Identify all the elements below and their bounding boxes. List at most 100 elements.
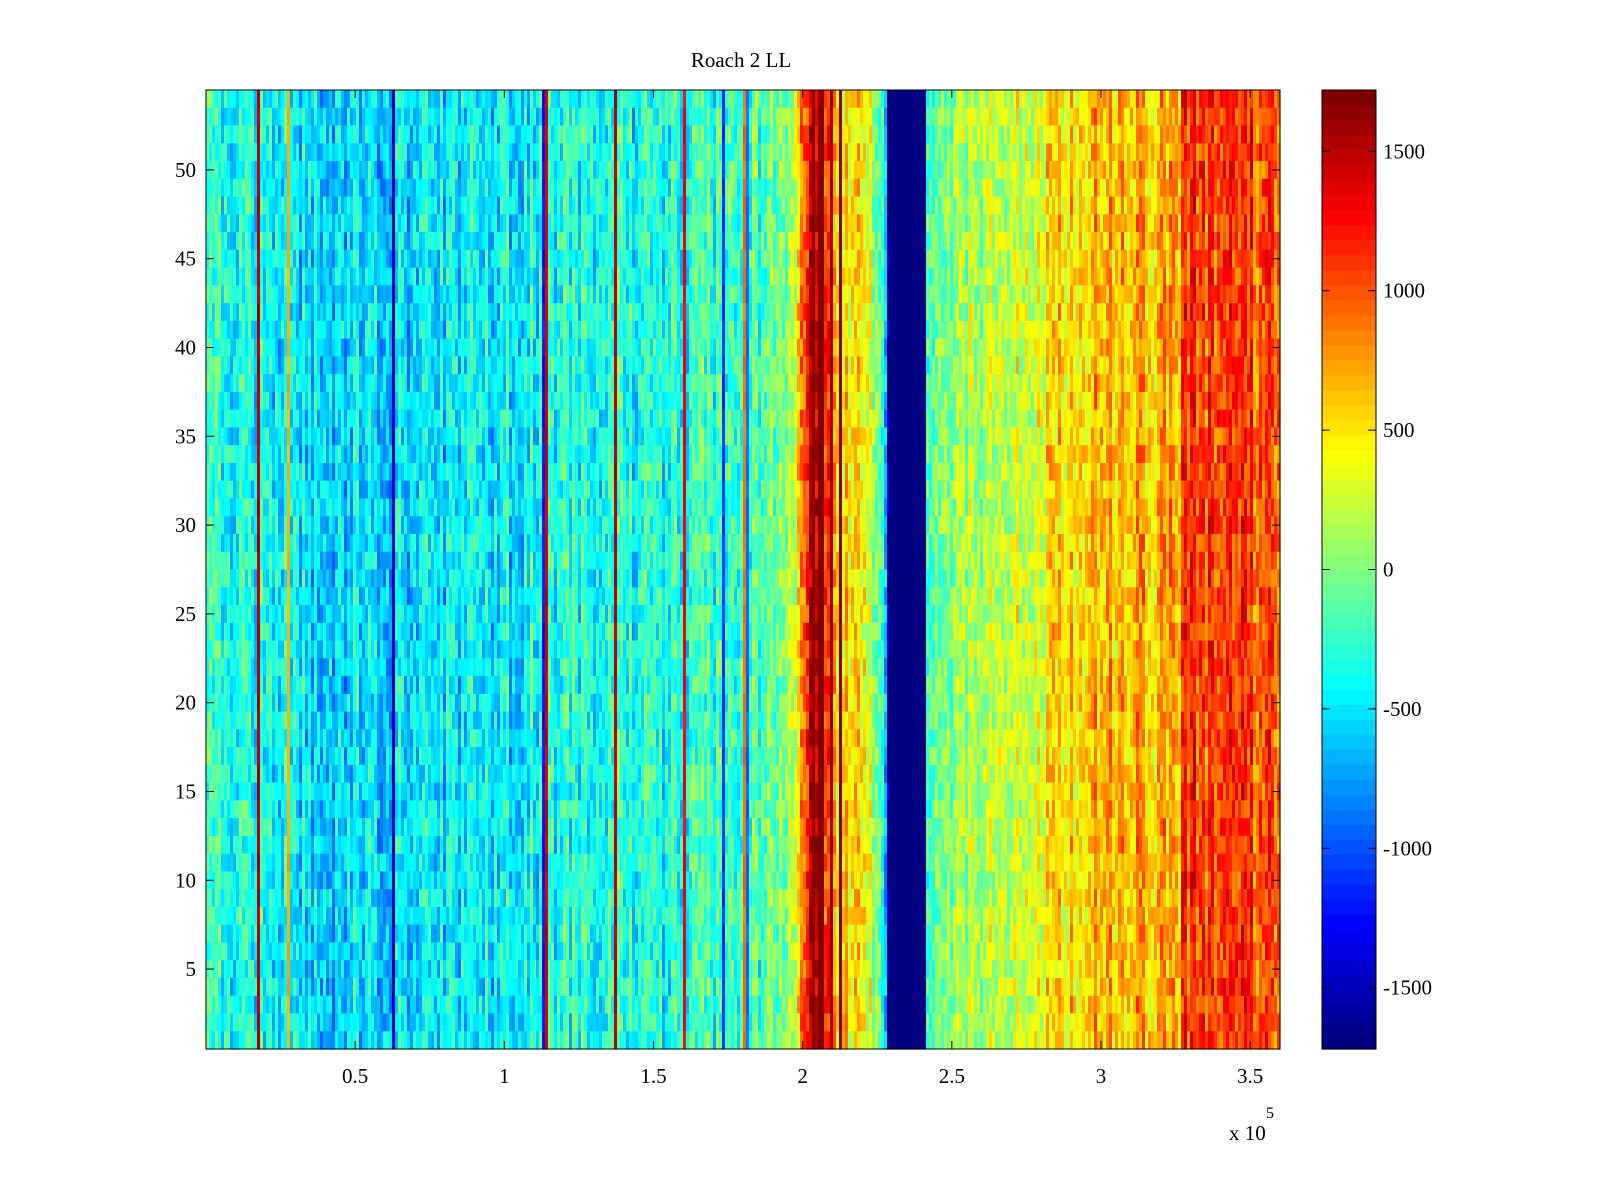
heatmap-cell bbox=[230, 924, 234, 944]
heatmap-cell bbox=[398, 711, 402, 730]
heatmap-cell bbox=[341, 551, 345, 571]
heatmap-cell bbox=[224, 818, 228, 837]
heatmap-cell bbox=[302, 533, 306, 553]
heatmap-cell bbox=[434, 924, 438, 944]
heatmap-cell bbox=[353, 196, 357, 215]
heatmap-cell bbox=[389, 569, 393, 588]
heatmap-cell bbox=[404, 107, 408, 127]
heatmap-cell bbox=[245, 924, 249, 944]
heatmap-cell bbox=[242, 303, 246, 322]
heatmap-cell bbox=[419, 942, 423, 961]
heatmap-cell bbox=[353, 1013, 357, 1032]
heatmap-cell bbox=[287, 835, 291, 855]
heatmap-cell bbox=[455, 640, 459, 659]
heatmap-cell bbox=[464, 676, 468, 695]
heatmap-cell bbox=[437, 818, 441, 837]
heatmap-cell bbox=[257, 462, 261, 482]
heatmap-cell bbox=[437, 605, 441, 624]
heatmap-cell bbox=[347, 693, 351, 713]
heatmap-cell bbox=[449, 889, 453, 908]
heatmap-cell bbox=[314, 409, 318, 429]
heatmap-cell bbox=[437, 871, 441, 890]
heatmap-cell bbox=[338, 782, 342, 801]
heatmap-cell bbox=[341, 391, 345, 411]
heatmap-cell bbox=[311, 587, 315, 606]
heatmap-cell bbox=[353, 409, 357, 429]
heatmap-cell bbox=[428, 818, 432, 837]
heatmap-cell bbox=[275, 782, 279, 801]
heatmap-cell bbox=[413, 693, 417, 713]
heatmap-cell bbox=[458, 356, 462, 375]
heatmap-cell bbox=[359, 178, 363, 198]
heatmap-cell bbox=[218, 747, 222, 766]
heatmap-cell bbox=[362, 409, 366, 429]
heatmap-cell bbox=[299, 391, 303, 411]
heatmap-cell bbox=[431, 480, 435, 500]
heatmap-cell bbox=[281, 267, 285, 286]
heatmap-cell bbox=[308, 107, 312, 127]
heatmap-cell bbox=[281, 658, 285, 677]
heatmap-cell bbox=[356, 569, 360, 588]
heatmap-cell bbox=[380, 818, 384, 837]
heatmap-cell bbox=[221, 107, 225, 127]
heatmap-cell bbox=[284, 711, 288, 730]
heatmap-cell bbox=[401, 374, 405, 393]
heatmap-cell bbox=[425, 587, 429, 606]
heatmap-cell bbox=[347, 658, 351, 677]
heatmap-cell bbox=[467, 232, 471, 251]
heatmap-cell bbox=[263, 924, 267, 944]
heatmap-cell bbox=[248, 995, 252, 1015]
heatmap-cell bbox=[269, 835, 273, 855]
heatmap-cell bbox=[386, 249, 390, 269]
heatmap-cell bbox=[254, 605, 258, 624]
heatmap-cell bbox=[455, 977, 459, 997]
heatmap-cell bbox=[281, 462, 285, 482]
heatmap-cell bbox=[389, 161, 393, 180]
heatmap-cell bbox=[347, 125, 351, 144]
heatmap-cell bbox=[251, 587, 255, 606]
heatmap-cell bbox=[275, 1031, 279, 1050]
heatmap-cell bbox=[401, 782, 405, 801]
heatmap-cell bbox=[317, 605, 321, 624]
heatmap-cell bbox=[398, 516, 402, 535]
heatmap-cell bbox=[341, 605, 345, 624]
heatmap-cell bbox=[296, 320, 300, 340]
heatmap-cell bbox=[224, 267, 228, 286]
heatmap-cell bbox=[362, 320, 366, 340]
heatmap-cell bbox=[338, 587, 342, 606]
heatmap-cell bbox=[401, 835, 405, 855]
heatmap-cell bbox=[455, 835, 459, 855]
heatmap-cell bbox=[383, 977, 387, 997]
heatmap-cell bbox=[293, 764, 297, 784]
heatmap-cell bbox=[320, 782, 324, 801]
heatmap-cell bbox=[215, 445, 219, 464]
heatmap-cell bbox=[356, 729, 360, 748]
heatmap-cell bbox=[296, 676, 300, 695]
heatmap-cell bbox=[368, 676, 372, 695]
heatmap-cell bbox=[377, 942, 381, 961]
heatmap-cell bbox=[218, 587, 222, 606]
heatmap-cell bbox=[344, 516, 348, 535]
heatmap-cell bbox=[347, 480, 351, 500]
heatmap-cell bbox=[266, 516, 270, 535]
heatmap-cell bbox=[251, 161, 255, 180]
heatmap-cell bbox=[404, 640, 408, 659]
heatmap-cell bbox=[284, 338, 288, 357]
heatmap-cell bbox=[329, 658, 333, 677]
heatmap-cell bbox=[407, 498, 411, 517]
heatmap-cell bbox=[281, 338, 285, 357]
heatmap-cell bbox=[326, 551, 330, 571]
heatmap-cell bbox=[287, 107, 291, 127]
heatmap-cell bbox=[425, 533, 429, 553]
heatmap-cell bbox=[278, 178, 282, 198]
heatmap-cell bbox=[257, 995, 261, 1015]
heatmap-cell bbox=[302, 924, 306, 944]
heatmap-cell bbox=[245, 125, 249, 144]
heatmap-cell bbox=[413, 374, 417, 393]
heatmap-cell bbox=[377, 125, 381, 144]
heatmap-cell bbox=[437, 569, 441, 588]
heatmap-cell bbox=[407, 800, 411, 819]
heatmap-cell bbox=[290, 853, 294, 873]
heatmap-cell bbox=[410, 889, 414, 908]
heatmap-cell bbox=[395, 1013, 399, 1032]
